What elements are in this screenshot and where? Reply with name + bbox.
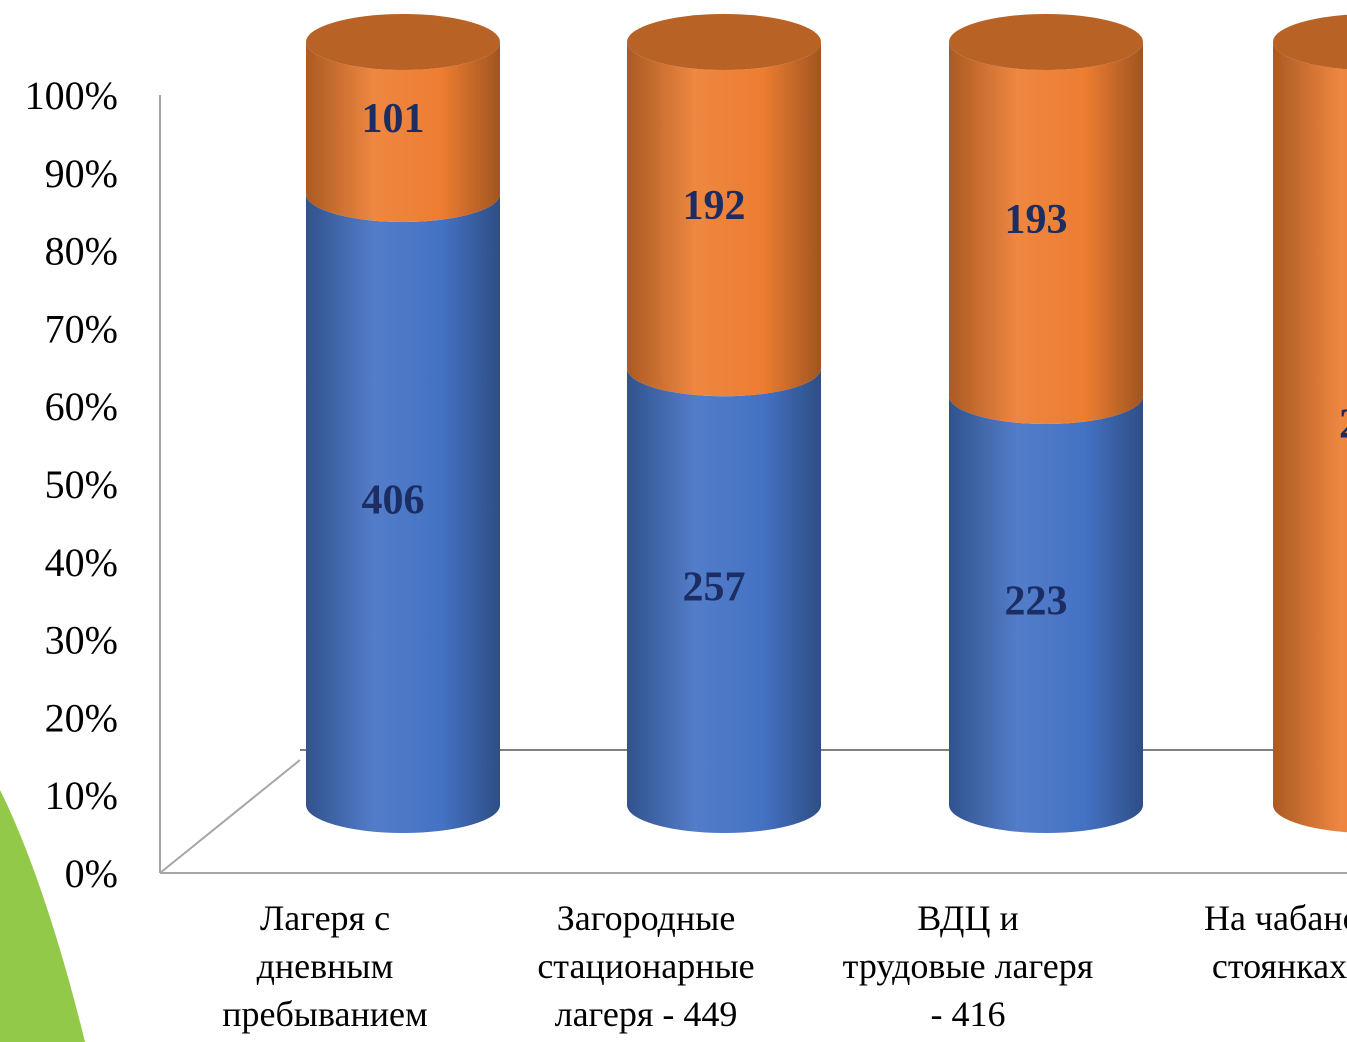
bar-segment — [949, 395, 1143, 833]
y-tick-label: 100% — [25, 73, 118, 118]
y-tick-label: 20% — [45, 695, 118, 740]
cylinder-top-cap — [949, 14, 1143, 70]
y-tick-label: 40% — [45, 540, 118, 585]
bar-segment — [1273, 42, 1347, 833]
y-tick-label: 50% — [45, 462, 118, 507]
y-tick-label: 30% — [45, 618, 118, 663]
data-label: 193 — [1005, 197, 1068, 243]
y-tick-label: 70% — [45, 306, 118, 351]
green-swoosh-decoration — [0, 790, 85, 1042]
bar-segment — [627, 368, 821, 833]
x-category-label: пребыванием — [222, 994, 428, 1034]
cylinder-top-cap — [627, 14, 821, 70]
x-category-label: стоянках - — [1212, 946, 1347, 986]
floor-depth-line — [159, 759, 301, 874]
y-tick-label: 10% — [45, 773, 118, 818]
x-category-label: ВДЦ и — [917, 898, 1018, 938]
cylinder-top-cap — [1273, 14, 1347, 70]
x-category-label: дневным — [257, 946, 394, 986]
bar-segment — [949, 42, 1143, 424]
x-category-label: - 416 — [931, 994, 1006, 1034]
x-category-label: Лагеря с — [260, 898, 390, 938]
data-label: 257 — [683, 565, 746, 611]
y-tick-label: 90% — [45, 151, 118, 196]
data-label: 101 — [362, 96, 425, 142]
cylinder-top-cap — [306, 14, 500, 70]
x-category-label: Загородные — [557, 898, 736, 938]
data-label: 406 — [362, 477, 425, 523]
y-tick-label: 60% — [45, 384, 118, 429]
data-label: 23 — [1339, 402, 1347, 448]
data-label: 223 — [1005, 578, 1068, 624]
x-category-label: стационарные — [537, 946, 754, 986]
x-category-label: лагеря - 449 — [555, 994, 738, 1034]
x-category-label: На чабанск — [1204, 898, 1347, 938]
y-tick-label: 80% — [45, 229, 118, 274]
x-category-label: трудовые лагеря — [843, 946, 1094, 986]
bar-segment — [306, 193, 500, 833]
data-label: 192 — [683, 183, 746, 229]
y-tick-label: 0% — [65, 851, 118, 896]
bar-segment — [306, 42, 500, 222]
bar-segment — [627, 42, 821, 397]
